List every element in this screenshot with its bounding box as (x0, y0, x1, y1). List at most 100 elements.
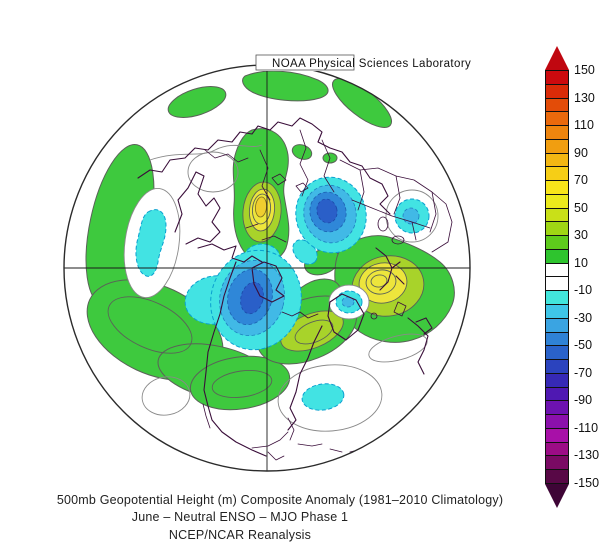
anomaly-region (316, 198, 338, 224)
colorbar-segment (546, 181, 568, 195)
contour-ring (365, 269, 397, 295)
coastline (287, 325, 323, 431)
anomaly-region (189, 355, 291, 411)
country-borders (259, 129, 335, 201)
coastline (137, 117, 391, 215)
coastline (287, 417, 295, 441)
colorbar-segment (546, 470, 568, 483)
colorbar-segment (546, 415, 568, 429)
colorbar-tick-label: 130 (574, 90, 595, 105)
anomaly-region (255, 196, 267, 218)
zero-contour (187, 151, 239, 193)
country-borders (339, 159, 453, 253)
colorbar-segment (546, 126, 568, 140)
caption-variable: 500mb Geopotential Height (m) Composite … (56, 493, 504, 507)
zero-contour (277, 364, 383, 432)
anomaly-region (240, 281, 264, 315)
colorbar-tick-label: 70 (574, 173, 588, 188)
colorbar-tick-label: -90 (574, 393, 593, 408)
colorbar-segments (545, 70, 569, 484)
colorbar-segment (546, 318, 568, 333)
colorbar-tick-label: -70 (574, 365, 593, 380)
coastline (407, 317, 433, 375)
colorbar-segment (546, 387, 568, 402)
colorbar-segment (546, 71, 568, 85)
coastline (377, 216, 389, 232)
coastline (203, 261, 267, 457)
colorbar-segment (546, 84, 568, 99)
colorbar-tick-label: -130 (574, 448, 600, 463)
colorbar-segment (546, 305, 568, 319)
colorbar-tick-label: -10 (574, 283, 593, 298)
anomaly-region (301, 383, 345, 411)
colorbar-tick-label: 50 (574, 200, 588, 215)
contour-ring (107, 296, 193, 354)
colorbar-segment (546, 291, 568, 306)
colorbar-tick-label: 110 (574, 118, 594, 133)
title-box: NOAA Physical Sciences Laboratory (255, 54, 498, 71)
map-title: NOAA Physical Sciences Laboratory (272, 58, 471, 70)
colorbar-segment (546, 98, 568, 113)
anomaly-region (402, 207, 420, 225)
map-clip-group (64, 65, 470, 471)
contour-ring (294, 319, 334, 345)
colorbar-segment (546, 112, 568, 127)
coastline (281, 311, 319, 319)
colorbar-tick-label: -30 (574, 310, 593, 325)
coastline (393, 301, 407, 317)
caption-source: NCEP/NCAR Reanalysis (168, 528, 312, 542)
coastline (197, 243, 263, 263)
anomaly-region (292, 239, 318, 265)
colorbar-tick-label: -110 (574, 420, 599, 435)
contour-ring (211, 370, 273, 398)
colorbar-segment (546, 236, 568, 250)
colorbar-segment (546, 222, 568, 237)
colorbar-tick-label: 30 (574, 228, 588, 243)
coastline (251, 431, 289, 461)
zero-contour (149, 144, 263, 161)
coastline (251, 261, 285, 303)
anomaly-region (167, 86, 227, 118)
colorbar-tick-label: -50 (574, 338, 593, 353)
contour-ring (370, 274, 388, 288)
contour-ring (251, 193, 272, 225)
caption-composite: June – Neutral ENSO – MJO Phase 1 (131, 510, 349, 524)
colorbar-tick-label: 90 (574, 145, 588, 160)
anomaly-region (242, 70, 329, 102)
negative-anomaly-regions (135, 176, 430, 411)
anomaly-region (135, 209, 167, 277)
colorbar-segment (546, 346, 568, 361)
coastline (202, 403, 211, 429)
colorbar-segment (546, 373, 568, 388)
coastlines (137, 117, 453, 461)
coastline (370, 312, 378, 320)
colorbar-tick-label: 10 (574, 255, 588, 270)
colorbar-segment (546, 332, 568, 347)
colorbar-segment (546, 277, 568, 292)
colorbar-segment (546, 360, 568, 374)
coastline (271, 173, 309, 193)
colorbar-segment (546, 401, 568, 416)
colorbar-segment (546, 153, 568, 168)
colorbar-tick-label: 150 (574, 63, 595, 77)
anomaly-region (291, 144, 313, 160)
colorbar-top-arrow (545, 46, 569, 70)
colorbar-segment (546, 167, 568, 182)
grid-crosshair (64, 65, 470, 471)
colorbar-segment (546, 194, 568, 209)
coastline (327, 293, 365, 341)
coastline (204, 149, 287, 243)
colorbar-tick-label: -150 (574, 475, 600, 490)
coastline (391, 235, 405, 245)
title-frame (255, 54, 355, 71)
colorbar-segment (546, 263, 568, 278)
zero-contour (141, 376, 191, 416)
colorbar-segment (546, 456, 568, 471)
colorbar-bottom-arrow (545, 484, 569, 508)
colorbar-segment (546, 442, 568, 457)
coastline (375, 247, 405, 291)
colorbar-segment (546, 139, 568, 154)
coastline (174, 171, 221, 245)
